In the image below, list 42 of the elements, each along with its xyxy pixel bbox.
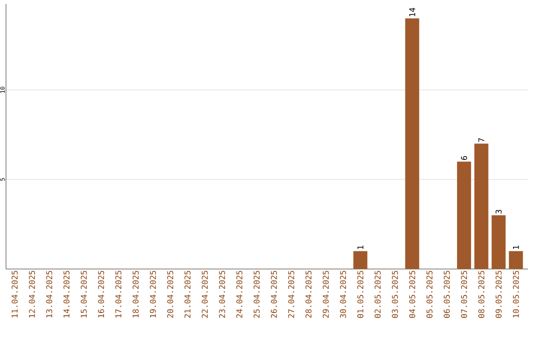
bar	[405, 18, 420, 269]
x-tick-label: 29.04.2025	[322, 270, 329, 318]
x-tick-label: 12.04.2025	[28, 270, 35, 318]
x-tick-label: 10.05.2025	[512, 270, 519, 318]
x-tick-label: 11.04.2025	[12, 270, 18, 318]
bar	[508, 251, 523, 269]
x-tick-label: 13.04.2025	[46, 270, 52, 318]
x-tick-label: 22.04.2025	[202, 270, 208, 318]
bar	[353, 251, 368, 269]
x-tick-label: 19.04.2025	[150, 270, 156, 318]
x-tick-label: 01.05.2025	[357, 270, 364, 318]
data-label: 6	[461, 156, 468, 160]
x-tick-label: 27.04.2025	[288, 270, 294, 318]
x-tick-label: 24.04.2025	[236, 270, 242, 318]
data-label: 7	[478, 138, 484, 142]
x-tick-label: 02.05.2025	[374, 270, 381, 318]
x-tick-label: 14.04.2025	[63, 270, 70, 318]
data-label: 3	[496, 210, 502, 214]
bar	[492, 215, 506, 269]
x-tick-label: 21.04.2025	[184, 270, 191, 318]
x-tick-label: 20.04.2025	[167, 270, 174, 318]
x-tick-label: 06.05.2025	[444, 270, 450, 318]
x-tick-label: 15.04.2025	[80, 270, 87, 318]
x-tick-label: 25.04.2025	[254, 270, 260, 318]
x-tick-label: 05.05.2025	[426, 270, 433, 318]
x-tick-label: 18.04.2025	[132, 270, 139, 318]
data-label: 1	[512, 246, 519, 249]
x-tick-label: 09.05.2025	[496, 270, 502, 318]
x-tick-label: 30.04.2025	[340, 270, 346, 318]
data-label: 1	[357, 246, 364, 249]
bar	[457, 162, 472, 269]
data-label: 14	[409, 8, 416, 16]
x-tick-label: 23.04.2025	[219, 270, 226, 318]
x-tick-label: 08.05.2025	[478, 270, 484, 318]
x-tick-label: 04.05.2025	[409, 270, 416, 318]
bar	[474, 144, 488, 269]
x-tick-label: 07.05.2025	[461, 270, 468, 318]
x-tick-label: 03.05.2025	[392, 270, 398, 318]
x-tick-label: 28.04.2025	[305, 270, 312, 318]
x-tick-label: 26.04.2025	[270, 270, 277, 318]
x-tick-label: 16.04.2025	[98, 270, 104, 318]
x-tick-label: 17.04.2025	[115, 270, 122, 318]
